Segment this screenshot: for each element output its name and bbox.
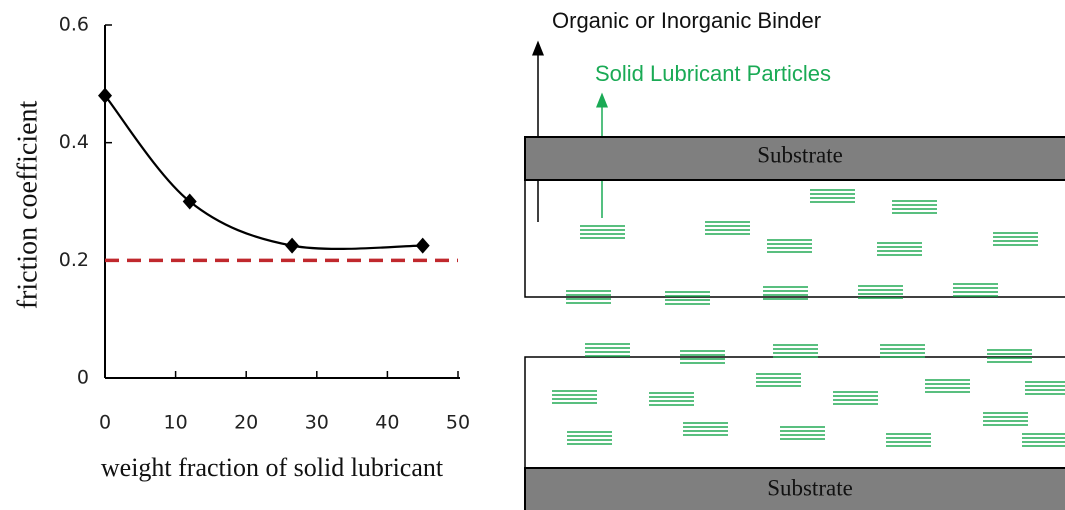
x-tick-label: 0 (99, 412, 111, 434)
line (104, 94, 423, 250)
x-tick-label: 10 (164, 412, 188, 434)
particles (552, 189, 1065, 447)
marker (98, 87, 112, 104)
y-axis-label: friction coefficient (12, 100, 43, 309)
substrate-top (524, 136, 1065, 181)
binder-layer (524, 180, 1065, 298)
x-axis-label: weight fraction of solid lubricant (101, 453, 444, 482)
marker (285, 237, 300, 254)
substrate-label: Substrate (757, 142, 843, 167)
marker (182, 193, 197, 210)
x-tick-label: 50 (446, 412, 470, 434)
y-tick-label: 0.4 (59, 131, 89, 153)
diagram: Organic or Inorganic Binder Solid Lubric… (524, 8, 1065, 510)
x-tick-label: 30 (305, 412, 329, 434)
particles-label: Solid Lubricant Particles (595, 61, 831, 86)
x-tick-label: 40 (375, 412, 399, 434)
binder-label: Organic or Inorganic Binder (552, 8, 821, 33)
chart: friction coefficient weight fraction of … (12, 14, 470, 482)
substrate-label: Substrate (767, 475, 853, 500)
y-tick-label: 0 (77, 367, 89, 389)
marker (415, 237, 430, 254)
substrate-bottom (524, 467, 1065, 510)
x-tick-label: 20 (234, 412, 258, 434)
y-tick-label: 0.2 (59, 249, 89, 271)
y-tick-label: 0.6 (59, 14, 89, 36)
